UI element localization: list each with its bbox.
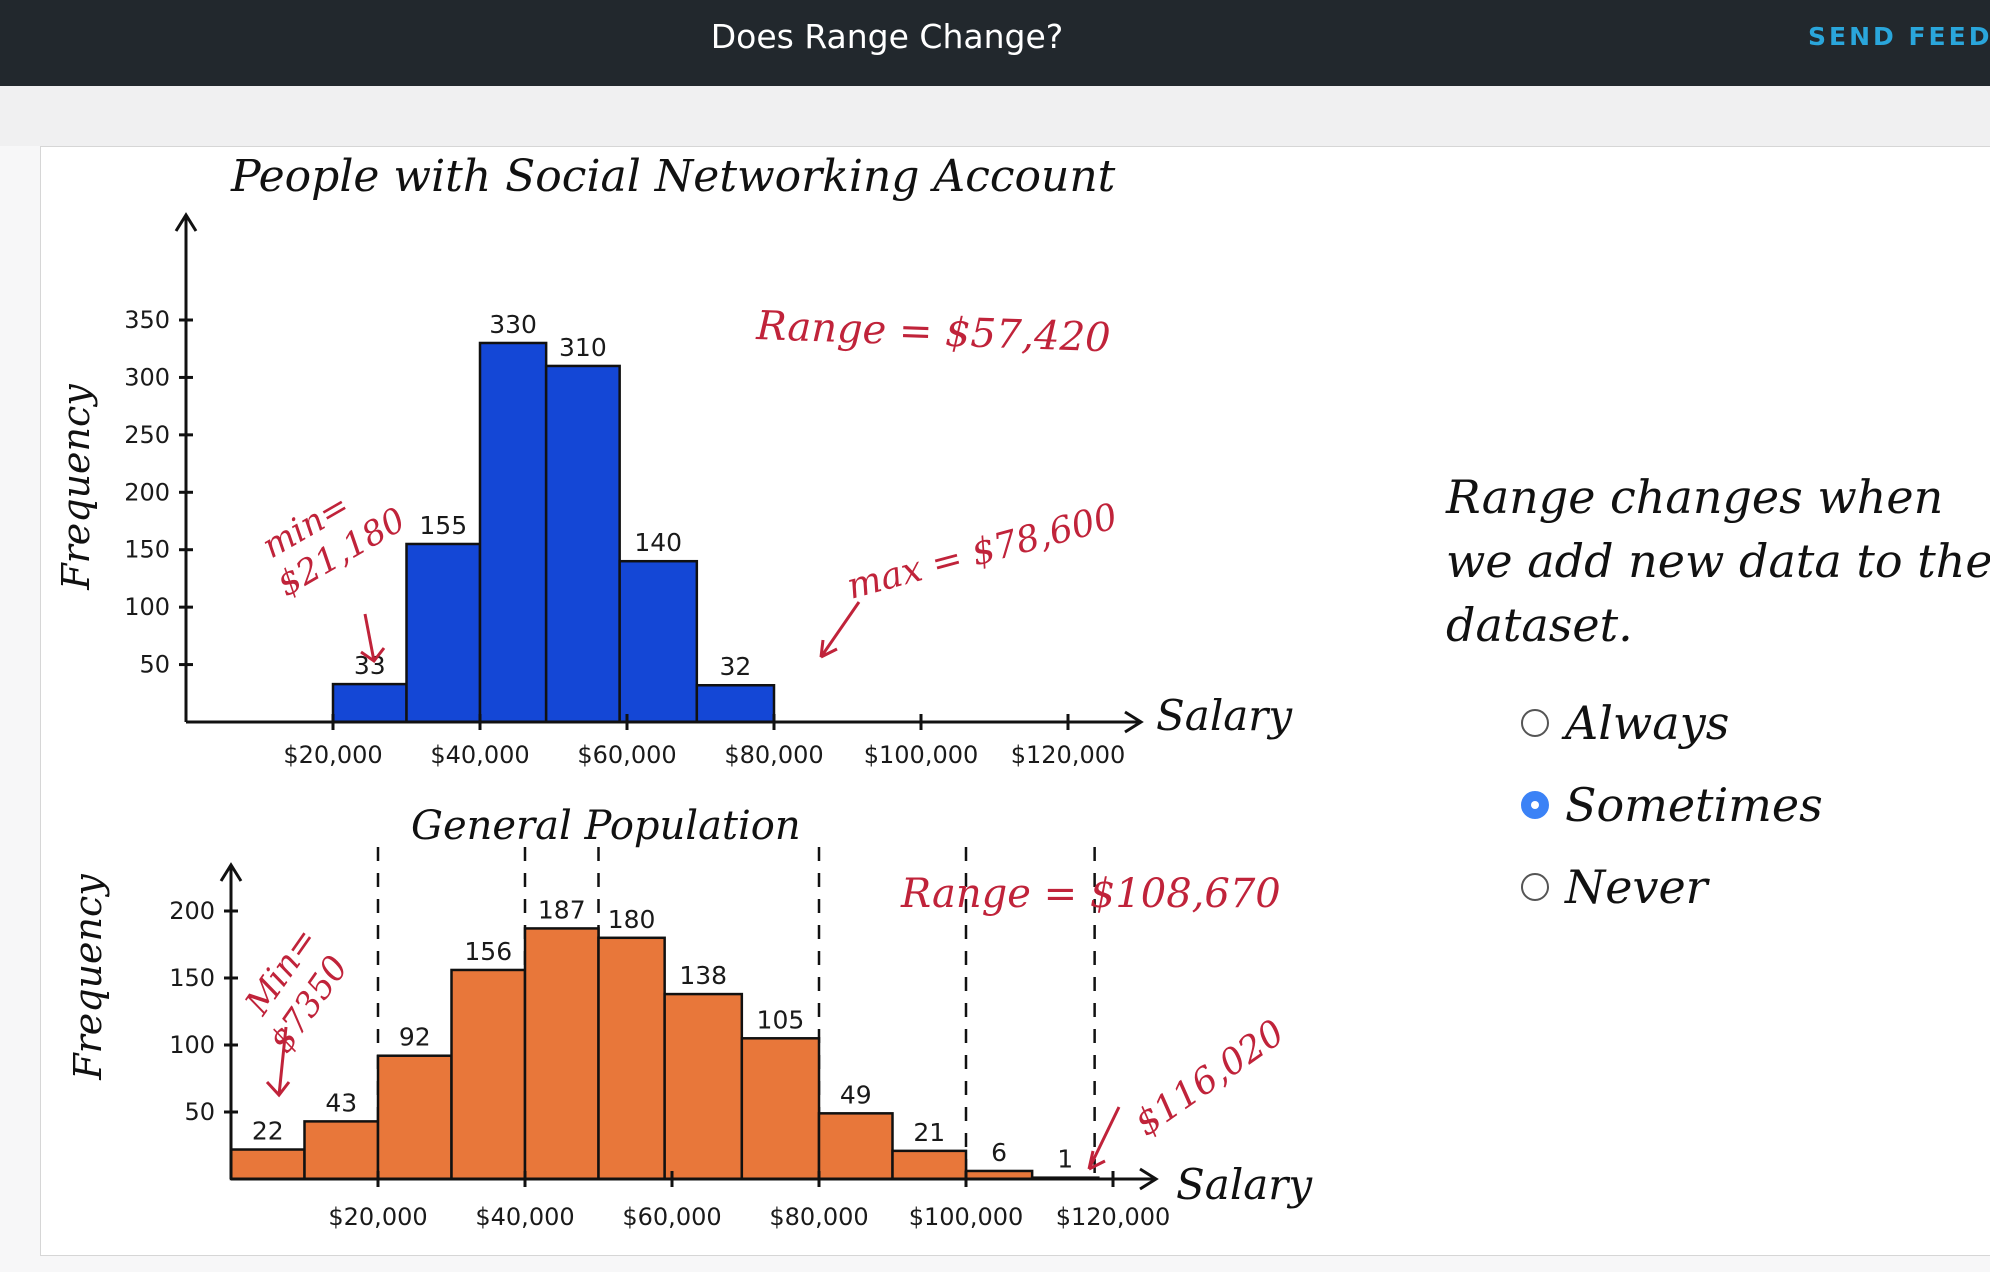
whiteboard: 33 155 330 310 140 32 50 100 150 200 250 300 350 $20,… xyxy=(40,146,1990,1256)
chart2-bar-label-2: 43 xyxy=(325,1088,357,1117)
chart2-bar-3 xyxy=(376,1054,453,1181)
chart2-y-tick-label: 100 xyxy=(169,1031,215,1059)
sub-bar xyxy=(0,86,1990,146)
chart1-bar-label-2: 155 xyxy=(419,511,467,540)
chart2-bar-label-4: 156 xyxy=(464,937,512,966)
chart2-bar-4 xyxy=(450,968,527,1181)
chart1-x-tick-label: $80,000 xyxy=(724,741,823,769)
chart2-min-arrow xyxy=(265,1026,291,1098)
option-label-never: Never xyxy=(1565,860,1708,914)
chart2-bar-label-8: 105 xyxy=(757,1005,805,1034)
answer-options: Always Sometimes Never xyxy=(1521,682,1823,928)
chart2-bar-label-10: 21 xyxy=(913,1118,945,1147)
radio-never[interactable] xyxy=(1521,873,1549,901)
chart2-bar-5 xyxy=(523,927,600,1181)
chart1-y-tick-label: 250 xyxy=(124,421,170,449)
chart2-bar-label-7: 138 xyxy=(679,961,727,990)
chart1-y-tick-label: 100 xyxy=(124,593,170,621)
question-text: Range changes when we add new data to th… xyxy=(1446,470,1990,652)
chart2-bar-label-6: 180 xyxy=(608,905,656,934)
chart1-x-axis-arrow xyxy=(1124,710,1144,734)
chart2-y-label: Frequency xyxy=(66,874,110,1081)
chart2-bar-label-9: 49 xyxy=(840,1080,872,1109)
chart2-bar-label-3: 92 xyxy=(399,1023,431,1052)
chart2-y-tick-label: 50 xyxy=(184,1098,215,1126)
top-bar: Does Range Change? SEND FEEDB xyxy=(0,0,1990,86)
chart1-min-arrow xyxy=(360,613,386,664)
chart2-bar-label-11: 6 xyxy=(991,1138,1007,1167)
chart2-bar-6 xyxy=(597,936,666,1181)
chart1-y-tick-label: 300 xyxy=(124,363,170,391)
chart1-max-label: max = $78,600 xyxy=(843,496,1122,608)
option-label-always: Always xyxy=(1565,696,1730,750)
chart2-x-tick-label: $100,000 xyxy=(909,1203,1024,1231)
chart1-bar-label-4: 310 xyxy=(559,333,607,362)
chart1-bar-5 xyxy=(618,559,699,724)
chart1-x-tick-label: $120,000 xyxy=(1011,741,1126,769)
chart1-y-tick-label: 150 xyxy=(124,536,170,564)
chart1-bar-label-5: 140 xyxy=(634,528,682,557)
option-never[interactable]: Never xyxy=(1521,846,1823,928)
chart1-x-tick-label: $60,000 xyxy=(577,741,676,769)
chart2-bar-2 xyxy=(303,1120,380,1181)
chart1-x-tick-label: $40,000 xyxy=(430,741,529,769)
chart1-title: People with Social Networking Account xyxy=(230,151,1116,202)
chart2-x-tick-label: $80,000 xyxy=(769,1203,868,1231)
chart1-y-axis-arrow xyxy=(174,212,198,232)
send-feedback-link[interactable]: SEND FEEDB xyxy=(1808,22,1990,51)
chart1-bar-1 xyxy=(331,682,408,724)
chart2-bar-7 xyxy=(663,992,744,1181)
chart1-x-label: Salary xyxy=(1156,691,1293,740)
histograms: 331553303101403250100150200250300350$20,… xyxy=(54,151,1313,1231)
chart2-bar-label-1: 22 xyxy=(252,1117,284,1146)
chart1-bar-3 xyxy=(478,341,548,724)
chart2-x-tick-label: $60,000 xyxy=(622,1203,721,1231)
chart2-bar-1 xyxy=(229,1148,306,1181)
chart2-y-axis-arrow xyxy=(219,862,243,882)
chart1-bar-6 xyxy=(695,683,776,724)
chart1-bar-2 xyxy=(405,542,482,724)
chart2-x-tick-label: $20,000 xyxy=(328,1203,427,1231)
chart1-bar-label-6: 32 xyxy=(720,652,752,681)
chart2-max-arrow xyxy=(1087,1106,1121,1171)
chart2-bar-9 xyxy=(817,1112,894,1181)
chart1-bar-label-3: 330 xyxy=(489,310,537,339)
chart1-y-label: Frequency xyxy=(54,384,98,591)
chart1-y-tick-label: 50 xyxy=(139,651,170,679)
chart1-bar-label-1: 33 xyxy=(354,651,386,680)
option-sometimes[interactable]: Sometimes xyxy=(1521,764,1823,846)
chart2-x-tick-label: $120,000 xyxy=(1056,1203,1171,1231)
chart2-bar-10 xyxy=(891,1149,968,1181)
chart2-x-label: Salary xyxy=(1176,1160,1313,1209)
chart2-y-tick-label: 150 xyxy=(169,964,215,992)
chart1-max-arrow xyxy=(819,601,861,659)
chart1-y-tick-label: 200 xyxy=(124,478,170,506)
chart1-y-tick-label: 350 xyxy=(124,306,170,334)
radio-always[interactable] xyxy=(1521,709,1549,737)
option-label-sometimes: Sometimes xyxy=(1565,778,1823,832)
chart1-range-label: Range = $57,420 xyxy=(755,303,1112,361)
option-always[interactable]: Always xyxy=(1521,682,1823,764)
chart1-x-tick-label: $100,000 xyxy=(864,741,979,769)
chart2-x-axis-arrow xyxy=(1139,1167,1159,1191)
page-title: Does Range Change? xyxy=(710,17,1064,56)
chart2-x-tick-label: $40,000 xyxy=(475,1203,574,1231)
chart2-bar-label-5: 187 xyxy=(538,895,586,924)
chart2-range-label: Range = $108,670 xyxy=(900,871,1281,917)
radio-sometimes[interactable] xyxy=(1521,791,1549,819)
chart2-title: General Population xyxy=(411,803,801,849)
chart1-bar-4 xyxy=(544,364,621,724)
chart2-bar-label-12: 1 xyxy=(1057,1145,1073,1174)
chart2-bar-8 xyxy=(740,1037,821,1181)
chart1-x-tick-label: $20,000 xyxy=(283,741,382,769)
chart2-y-tick-label: 200 xyxy=(169,897,215,925)
chart2-max-label: $116,020 xyxy=(1128,1012,1292,1144)
